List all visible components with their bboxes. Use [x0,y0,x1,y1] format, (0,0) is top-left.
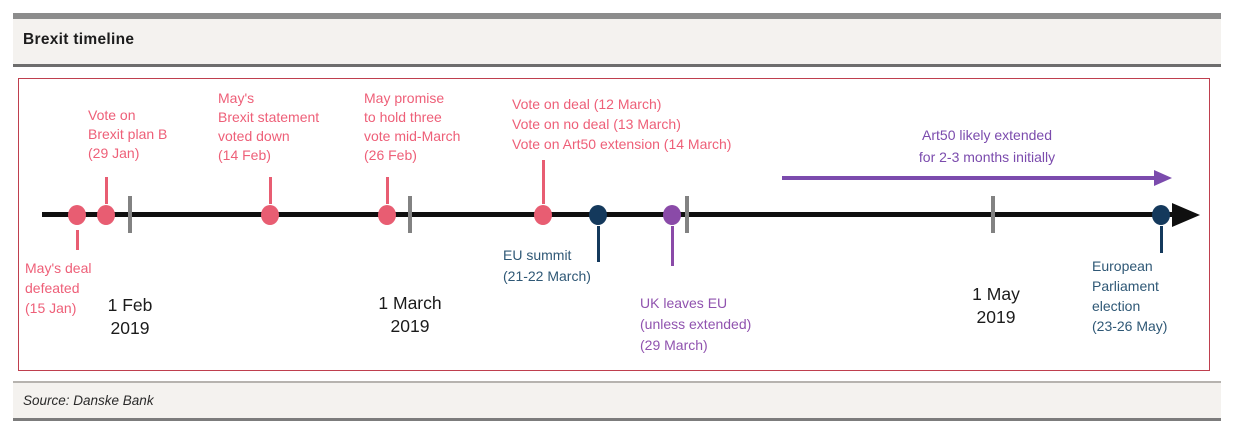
label-line: EU summit [503,247,572,263]
tick-1-feb [128,196,132,233]
date-line: 1 May [972,284,1020,304]
dot-march-votes [534,204,552,225]
label-line: (23-26 May) [1092,318,1168,334]
date-line: 1 March [378,293,442,313]
label-line: May's deal [25,260,92,276]
leader-mays-deal-defeated [75,230,79,250]
tick-1-april [685,196,689,233]
page-title: Brexit timeline [23,31,135,48]
event-label-statement-voted-down: May's Brexit statement voted down (14 Fe… [218,89,319,165]
dot-uk-leaves-eu [663,204,681,225]
art50-extension-note: Art50 likely extended for 2-3 months ini… [857,124,1117,168]
event-label-eu-summit: EU summit (21-22 March) [503,245,591,287]
label-line: Parliament [1092,278,1159,294]
label-line: election [1092,298,1141,314]
leader-may-promise [385,177,389,204]
tick-1-may [991,196,995,233]
label-line: vote mid-March [364,128,461,144]
date-label-1-feb-2019: 1 Feb 2019 [80,294,180,340]
label-line: (15 Jan) [25,300,77,316]
label-line: Brexit statement [218,109,320,125]
label-line: (29 March) [640,337,708,353]
timeline-axis [42,211,1175,217]
event-label-may-promise: May promise to hold three vote mid-March… [364,89,460,165]
label-line: (29 Jan) [88,145,140,161]
label-line: (unless extended) [640,316,752,332]
date-line: 2019 [390,316,430,336]
label-line: (21-22 March) [503,268,591,284]
timeline-axis-arrowhead-icon [1172,202,1200,227]
footer-bottom-line [13,418,1221,421]
leader-ep-election [1159,226,1163,253]
leader-vote-plan-b [104,177,108,204]
footer-band [13,383,1221,418]
date-label-1-may-2019: 1 May 2019 [946,283,1046,329]
label-line: voted down [218,128,290,144]
dot-mays-deal-defeated [68,204,86,225]
label-line: Vote on Art50 extension (14 March) [512,136,732,152]
dot-may-promise [378,204,396,225]
label-line: to hold three [364,109,442,125]
event-label-march-votes: Vote on deal (12 March) Vote on no deal … [512,94,731,154]
label-line: Vote on deal (12 March) [512,96,662,112]
label-line: Art50 likely extended [922,127,1052,143]
dot-vote-plan-b [97,204,115,225]
date-line: 2019 [110,318,150,338]
leader-eu-summit [596,226,600,262]
label-line: May's [218,90,255,106]
date-line: 1 Feb [107,295,153,315]
label-line: (14 Feb) [218,147,271,163]
leader-uk-leaves-eu [670,226,674,266]
event-label-uk-leaves-eu: UK leaves EU (unless extended) (29 March… [640,293,751,356]
date-line: 2019 [976,307,1016,327]
dot-statement-voted-down [261,204,279,225]
label-line: European [1092,258,1153,274]
footer-top-line [13,381,1221,383]
label-line: (26 Feb) [364,147,417,163]
header-top-bar [13,13,1221,19]
label-line: Vote on no deal (13 March) [512,116,681,132]
art50-extension-arrowhead-icon [1154,169,1172,186]
dot-eu-summit [589,204,607,225]
label-line: defeated [25,280,80,296]
label-line: Vote on [88,107,136,123]
event-label-mays-deal-defeated: May's deal defeated (15 Jan) [25,258,91,318]
event-label-ep-election: European Parliament election (23-26 May) [1092,256,1167,336]
dot-ep-election [1152,204,1170,225]
art50-extension-arrow [782,176,1156,180]
leader-statement-voted-down [268,177,272,204]
date-label-1-march-2019: 1 March 2019 [360,292,460,338]
leader-march-votes [541,160,545,204]
label-line: UK leaves EU [640,295,728,311]
event-label-vote-plan-b: Vote on Brexit plan B (29 Jan) [88,106,167,163]
header-underline [13,64,1221,67]
tick-1-march [408,196,412,233]
timeline-chart-box [18,78,1210,371]
label-line: May promise [364,90,445,106]
label-line: Brexit plan B [88,126,168,142]
header-band [13,19,1221,64]
label-line: for 2-3 months initially [918,149,1056,165]
source-note: Source: Danske Bank [23,393,154,408]
